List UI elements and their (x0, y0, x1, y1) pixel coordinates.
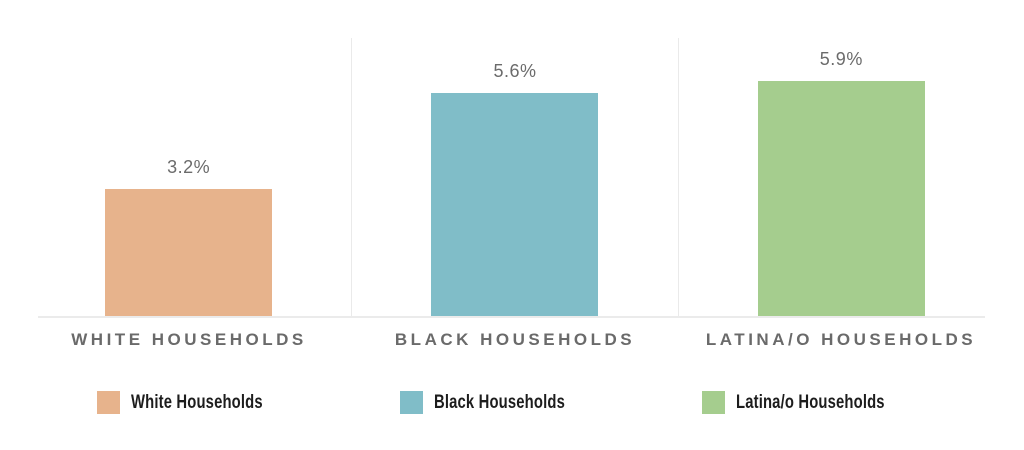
legend-item-black-households: Black Households (400, 391, 602, 414)
bar-value-label: 3.2% (167, 157, 211, 177)
x-axis-labels: WHITE HOUSEHOLDS BLACK HOUSEHOLDS LATINA… (26, 330, 1004, 350)
legend-swatch-black-households (400, 391, 424, 414)
x-axis-label-white-households: WHITE HOUSEHOLDS (71, 330, 307, 349)
legend-label-white-households: White Households (131, 391, 264, 413)
bar-value-label: 5.9% (819, 49, 863, 69)
plot-area: 3.2% 5.6% 5.9% (26, 38, 1004, 317)
bar-group-latina-o-households: 5.9% (677, 38, 1004, 317)
legend-item-latina-o-households: Latina/o Households (702, 391, 927, 414)
bar-latina-o-households (757, 81, 925, 317)
legend-swatch-latina-o-households (702, 391, 726, 414)
bar-white-households (105, 189, 273, 317)
bar-black-households (431, 93, 599, 317)
bar-value-label: 5.6% (493, 61, 537, 81)
legend-label-black-households: Black Households (434, 391, 566, 413)
legend-item-white-households: White Households (97, 391, 300, 414)
x-axis-line (38, 316, 985, 318)
legend: White Households Black Households Latina… (0, 391, 1024, 414)
legend-swatch-white-households (97, 391, 121, 414)
x-axis-label-black-households: BLACK HOUSEHOLDS (394, 330, 636, 349)
bar-group-white-households: 3.2% (26, 38, 351, 317)
legend-label-latina-o-households: Latina/o Households (736, 391, 885, 413)
bar-group-black-households: 5.6% (351, 38, 677, 317)
x-axis-label-latina-o-households: LATINA/O HOUSEHOLDS (705, 330, 977, 349)
